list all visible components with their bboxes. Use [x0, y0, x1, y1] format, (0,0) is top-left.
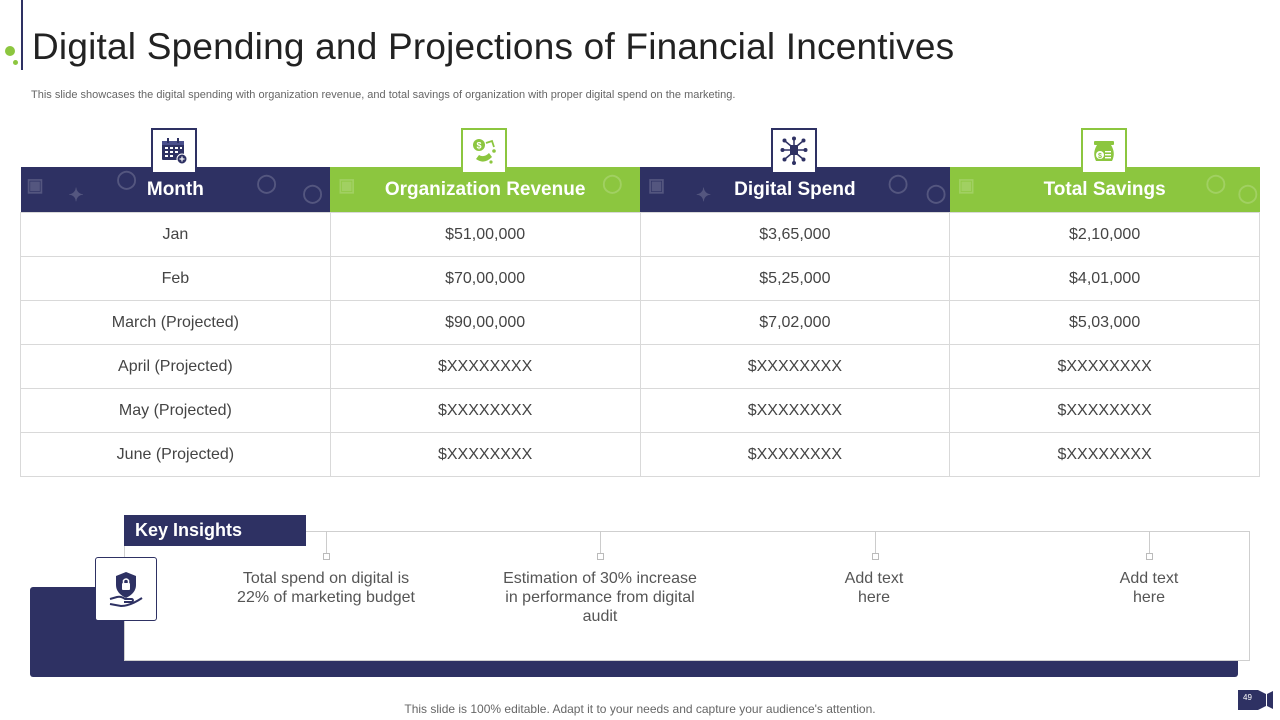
header-digital-spend: ▣ ✦ ◯ ◯ Digital Spend	[640, 167, 950, 213]
page-number: 49	[1243, 693, 1252, 702]
insights-label: Key Insights	[124, 515, 306, 546]
page-subtitle: This slide showcases the digital spendin…	[31, 89, 736, 101]
cell-digital-spend: $XXXXXXXX	[639, 388, 951, 433]
header-month: ▣ ✦ ◯ ◯ ◯ Month	[20, 167, 331, 213]
cell-digital-spend: $5,25,000	[639, 256, 951, 301]
insight-text-2: Estimation of 30% increase in performanc…	[503, 570, 697, 625]
insight-tick-end	[597, 553, 604, 560]
cell-revenue: $XXXXXXXX	[329, 432, 641, 477]
cell-digital-spend: $3,65,000	[639, 212, 951, 257]
insight-text-1: Total spend on digital is 22% of marketi…	[237, 570, 415, 606]
cell-digital-spend: $7,02,000	[639, 300, 951, 345]
svg-text:$: $	[1098, 153, 1102, 160]
megaphone-page-badge	[1238, 690, 1273, 710]
cell-month: April (Projected)	[20, 344, 331, 389]
cell-total-savings: $XXXXXXXX	[949, 432, 1260, 477]
cell-revenue: $70,00,000	[329, 256, 641, 301]
cell-month: June (Projected)	[20, 432, 331, 477]
shield-hand-icon	[95, 557, 157, 621]
cell-digital-spend: $XXXXXXXX	[639, 344, 951, 389]
table-row: March (Projected) $90,00,000 $7,02,000 $…	[20, 300, 1260, 345]
svg-text:$: $	[476, 141, 481, 151]
insight-tick-end	[872, 553, 879, 560]
table-row: Feb $70,00,000 $5,25,000 $4,01,000	[20, 256, 1260, 301]
revenue-growth-icon: $	[461, 128, 507, 174]
table-row: April (Projected) $XXXXXXXX $XXXXXXXX $X…	[20, 344, 1260, 389]
insights-panel	[124, 531, 1250, 661]
cell-digital-spend: $XXXXXXXX	[639, 432, 951, 477]
cell-month: May (Projected)	[20, 388, 331, 433]
digital-network-icon	[771, 128, 817, 174]
money-bag-icon: $	[1081, 128, 1127, 174]
insight-tick	[1149, 531, 1150, 553]
insight-text-4: Add text here	[1119, 570, 1179, 606]
cell-month: Jan	[20, 212, 331, 257]
insight-tick-end	[1146, 553, 1153, 560]
table-row: May (Projected) $XXXXXXXX $XXXXXXXX $XXX…	[20, 388, 1260, 433]
cell-month: Feb	[20, 256, 331, 301]
accent-dot	[5, 46, 15, 56]
insight-tick	[875, 531, 876, 553]
cell-total-savings: $4,01,000	[949, 256, 1260, 301]
cell-total-savings: $XXXXXXXX	[949, 388, 1260, 433]
footer-note: This slide is 100% editable. Adapt it to…	[404, 702, 876, 716]
accent-dot-small	[13, 60, 18, 65]
table-row: Jan $51,00,000 $3,65,000 $2,10,000	[20, 212, 1260, 257]
insight-tick-end	[323, 553, 330, 560]
insight-tick	[326, 531, 327, 553]
table-row: June (Projected) $XXXXXXXX $XXXXXXXX $XX…	[20, 432, 1260, 477]
spending-table: ▣ ✦ ◯ ◯ ◯ Month ▣ ◯ Organization Revenue…	[20, 167, 1260, 477]
cell-revenue: $90,00,000	[329, 300, 641, 345]
cell-total-savings: $XXXXXXXX	[949, 344, 1260, 389]
cell-revenue: $XXXXXXXX	[329, 388, 641, 433]
header-organization-revenue: ▣ ◯ Organization Revenue	[330, 167, 640, 213]
insight-text-3: Add text here	[844, 570, 904, 606]
title-accent-line	[21, 0, 23, 70]
cell-revenue: $XXXXXXXX	[329, 344, 641, 389]
insight-tick	[600, 531, 601, 553]
cell-month: March (Projected)	[20, 300, 331, 345]
page-title: Digital Spending and Projections of Fina…	[32, 26, 955, 67]
cell-total-savings: $2,10,000	[949, 212, 1260, 257]
calendar-icon	[151, 128, 197, 174]
header-total-savings: ▣ ◯ ◯ Total Savings	[949, 167, 1260, 213]
cell-revenue: $51,00,000	[329, 212, 641, 257]
cell-total-savings: $5,03,000	[949, 300, 1260, 345]
